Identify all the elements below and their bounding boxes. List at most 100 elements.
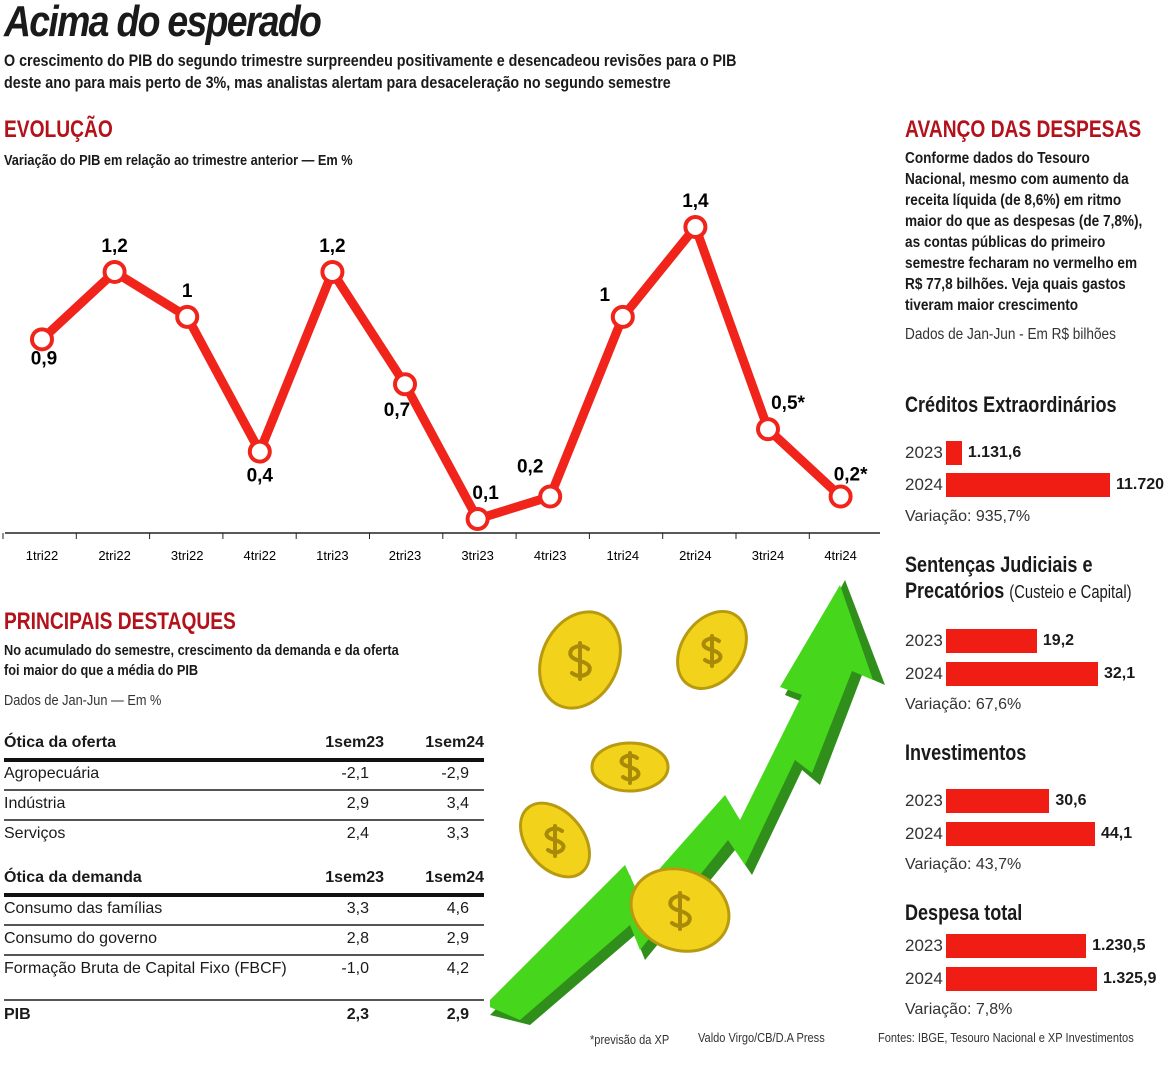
bar [946,662,1098,686]
x-tick-label: 3tri24 [752,548,785,563]
year-label: 2024 [905,664,943,683]
bar [946,789,1050,813]
data-point [247,439,272,464]
bar-row-2023: 2023 30,6 [905,788,1170,814]
destaques-title: PRINCIPAIS DESTAQUES [4,608,236,635]
table-row: Consumo das famílias 3,3 4,6 [4,894,484,926]
data-label: 0,1 [472,483,499,504]
cell: -2,9 [441,765,469,782]
table-row: Indústria 2,9 3,4 [4,789,484,821]
despesas-title: AVANÇO DAS DESPESAS [905,116,1142,143]
x-tick-label: 4tri24 [824,548,857,563]
table-header-oferta: Ótica da oferta 1sem23 1sem24 [4,728,484,762]
cell: -1,0 [341,960,369,977]
cell: Indústria [4,795,66,812]
year-label: 2023 [905,936,943,955]
data-point [102,259,127,284]
bar-value-label: 1.230,5 [1092,937,1146,954]
bar-value-label: 44,1 [1101,825,1133,842]
cell: -2,1 [341,765,369,782]
money-growth-illustration [490,580,885,1025]
group-subtitle: (Custeio e Capital) [1009,582,1132,602]
data-label: 1 [182,281,193,302]
paragraph-line: Conforme dados do Tesouro [905,150,1090,167]
bar-value-label: 19,2 [1042,632,1075,649]
bar-value-label: 30,6 [1055,792,1087,809]
cell: 2,9 [446,930,469,947]
year-label: 2023 [905,791,943,810]
x-tick-label: 3tri22 [171,548,204,563]
bar [946,441,962,465]
bar-row-2024: 2024 44,1 [905,821,1170,847]
bar [946,473,1110,497]
year-label: 2024 [905,969,943,988]
data-point [610,304,635,329]
data-label: 0,2* [834,465,868,486]
gdp-components-table: Ótica da oferta 1sem23 1sem24 Agropecuár… [4,728,484,1028]
column-header: 1sem23 [325,734,384,751]
cell: 4,6 [446,900,469,917]
cell: 2,4 [346,825,369,842]
data-label: 0,2 [517,457,543,478]
x-tick-label: 4tri22 [244,548,277,563]
column-header: 1sem24 [425,869,484,886]
data-label: 0,9 [31,348,57,369]
paragraph-line: R$ 77,8 bilhões. Veja quais gastos [905,276,1126,293]
bar-row-2023: 2023 1.230,5 [905,933,1170,959]
data-label: 0,5* [771,393,805,414]
data-label: 0,7 [384,400,410,421]
bar-row-2024: 2024 11.720 [905,472,1170,498]
paragraph-line: tiveram maior crescimento [905,297,1079,314]
data-label: 1,2 [319,236,345,257]
variation-label: Variação: 7,8% [905,1001,1013,1018]
bar-value-label: 1.325,9 [1103,970,1157,987]
group-title-line-2: Precatórios (Custeio e Capital) [905,578,1132,605]
column-header: Ótica da oferta [4,734,117,751]
table-header-demanda: Ótica da demanda 1sem23 1sem24 [4,863,484,897]
x-tick-label: 2tri23 [389,548,422,563]
table-row-pib: PIB 2,3 2,9 [4,1000,484,1030]
cell: 2,9 [446,1006,469,1023]
group-title: Investimentos [905,740,1026,766]
arrow-icon [490,580,885,1025]
data-point [175,304,200,329]
x-tick-label: 4tri23 [534,548,567,563]
series-line [38,217,844,525]
destaques-description-1: No acumulado do semestre, crescimento da… [4,642,399,659]
cell: Formação Bruta de Capital Fixo (FBCF) [4,960,287,977]
coin-icon [519,610,748,953]
year-label: 2024 [905,824,943,843]
credit: Valdo Virgo/CB/D.A Press [698,1030,825,1045]
sources: Fontes: IBGE, Tesouro Nacional e XP Inve… [878,1030,1134,1045]
destaques-description-2: foi maior do que a média do PIB [4,662,199,679]
data-point [828,484,853,509]
data-point [465,507,490,531]
data-point [30,327,54,352]
paragraph-line: receita líquida (de 8,6%) em ritmo [905,192,1122,209]
group-title: Despesa total [905,900,1022,926]
bar [946,967,1097,991]
cell: 3,3 [346,900,369,917]
variation-label: Variação: 43,7% [905,856,1022,873]
evolucao-description: Variação do PIB em relação ao trimestre … [4,152,353,169]
bar-value-label: 1.131,6 [967,444,1022,461]
group-title: Sentenças Judiciais e Precatórios (Custei… [905,552,1132,605]
data-point [756,417,780,442]
bar-row-2024: 2024 32,1 [905,661,1170,687]
x-tick-label: 2tri22 [98,548,131,563]
destaques-note: Dados de Jan-Jun — Em % [4,692,162,709]
group-title-line: Investimentos [905,740,1027,765]
cell: Agropecuária [4,765,100,782]
cell: 2,9 [346,795,369,812]
year-label: 2023 [905,443,943,462]
data-point [538,484,563,509]
evolucao-title: EVOLUÇÃO [4,116,113,143]
data-point [320,259,345,284]
paragraph-line: maior do que as despesas (de 7,8%), [905,213,1143,230]
x-tick-label: 1tri23 [316,548,349,563]
bar [946,629,1037,653]
bar-row-2024: 2024 1.325,9 [905,966,1170,992]
table-row: Agropecuária -2,1 -2,9 [4,759,484,791]
cell: 2,8 [346,930,369,947]
data-point [683,215,708,240]
